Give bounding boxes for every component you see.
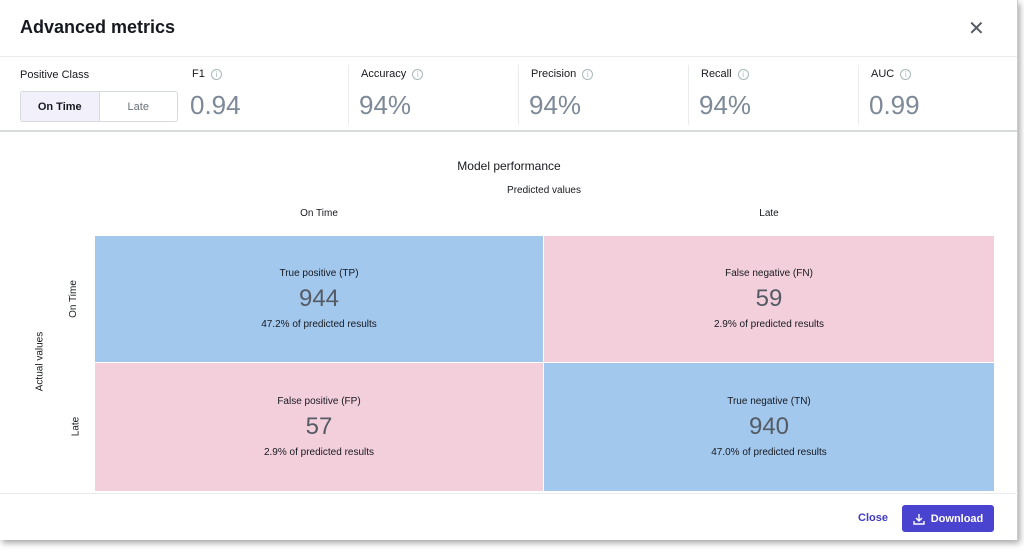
- close-button[interactable]: Close: [858, 512, 888, 524]
- footer-divider: [0, 493, 1018, 494]
- download-icon: [913, 513, 925, 525]
- advanced-metrics-modal: Advanced metrics ✕ Positive Class On Tim…: [0, 0, 1018, 540]
- positive-class-late[interactable]: Late: [127, 100, 149, 113]
- cell-label: False positive (FP): [277, 396, 361, 407]
- metric-precision: Precision i 94%: [518, 65, 688, 125]
- cell-percent: 47.2% of predicted results: [261, 319, 377, 330]
- column-label: On Time: [300, 208, 338, 219]
- positive-class-on-time[interactable]: On Time: [21, 92, 100, 121]
- cell-percent: 2.9% of predicted results: [713, 319, 825, 330]
- metric-value: 94%: [359, 90, 412, 120]
- metric-recall: Recall i 94%: [688, 65, 858, 125]
- metrics-row: Positive Class On Time Late F1 i 0.94 Accu…: [0, 57, 1017, 132]
- cell-false-positive: False positive (FP) 57 2.9% of predicted r…: [95, 363, 543, 491]
- cell-percent: 47.0% of predicted results: [711, 447, 827, 458]
- download-label: Download: [930, 512, 984, 525]
- metric-label: Accuracy: [361, 68, 407, 80]
- y-axis-label: Actual values: [34, 331, 46, 392]
- modal-header: Advanced metrics ✕: [0, 0, 1017, 57]
- x-axis-label: Predicted values: [507, 185, 581, 196]
- cell-label: True negative (TN): [727, 396, 811, 407]
- metric-auc: AUC i 0.99: [858, 65, 1018, 125]
- row-label: Late: [70, 416, 82, 437]
- cell-count: 57: [305, 413, 333, 440]
- cell-percent: 2.9% of predicted results: [263, 447, 375, 458]
- cell-count: 944: [298, 285, 340, 312]
- metric-f1: F1 i 0.94: [180, 65, 348, 125]
- metric-label: F1: [192, 68, 205, 80]
- metric-value: 0.99: [869, 90, 920, 120]
- cell-label: False negative (FN): [725, 268, 813, 279]
- confusion-matrix: True positive (TP) 944 47.2% of predicted …: [95, 236, 994, 491]
- info-icon[interactable]: i: [210, 69, 222, 80]
- cell-count: 59: [755, 285, 783, 312]
- cell-label: True positive (TP): [279, 268, 359, 279]
- positive-class-label: Positive Class: [20, 69, 90, 81]
- cell-count: 940: [748, 413, 790, 440]
- info-icon[interactable]: i: [412, 69, 424, 80]
- cell-true-positive: True positive (TP) 944 47.2% of predicted …: [95, 236, 543, 362]
- row-label: On Time: [68, 280, 79, 318]
- metric-label: Precision: [531, 68, 577, 80]
- positive-class-toggle[interactable]: On Time Late: [20, 91, 178, 122]
- metric-value: 94%: [529, 90, 582, 120]
- info-icon[interactable]: i: [737, 69, 749, 80]
- column-label: Late: [759, 208, 779, 219]
- metric-label: AUC: [871, 68, 895, 80]
- info-icon[interactable]: i: [900, 69, 912, 80]
- metric-value: 0.94: [190, 90, 241, 120]
- metric-value: 94%: [699, 90, 752, 120]
- info-icon[interactable]: i: [582, 69, 594, 80]
- metric-accuracy: Accuracy i 94%: [348, 65, 518, 125]
- metric-label: Recall: [701, 68, 732, 80]
- chart-title: Model performance: [457, 159, 561, 173]
- download-button[interactable]: Download: [902, 505, 994, 532]
- cell-true-negative: True negative (TN) 940 47.0% of predicted …: [544, 363, 994, 491]
- modal-title: Advanced metrics: [20, 17, 176, 37]
- cell-false-negative: False negative (FN) 59 2.9% of predicted r…: [544, 236, 994, 362]
- close-icon[interactable]: ✕: [968, 18, 985, 40]
